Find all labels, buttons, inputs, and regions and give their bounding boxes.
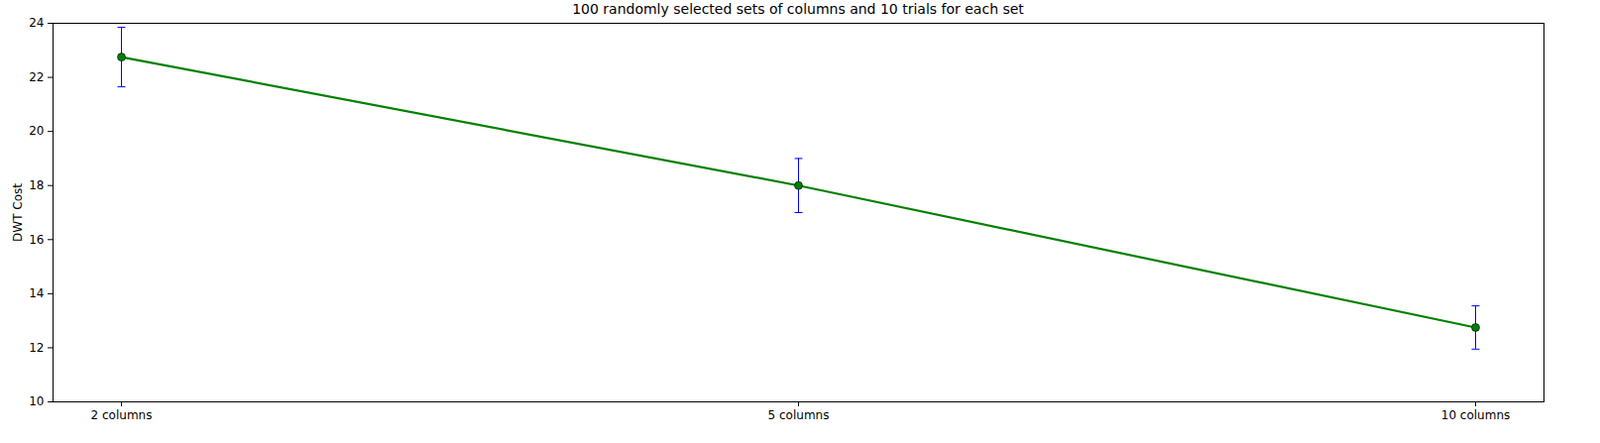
html-text:100 randomly selected sets of: 100 randomly selected sets of columns an… <box>572 0 1024 17</box>
svg-text:24: 24 <box>28 17 44 30</box>
svg-text:DWT Cost: DWT Cost <box>10 183 25 242</box>
svg-text:5 columns: 5 columns <box>768 408 830 423</box>
svg-text:10 columns: 10 columns <box>1441 408 1511 423</box>
svg-text:12: 12 <box>28 341 44 355</box>
svg-text:14: 14 <box>28 286 44 301</box>
svg-text:18: 18 <box>28 178 44 193</box>
svg-text:22: 22 <box>28 70 44 85</box>
svg-text:10: 10 <box>28 394 44 409</box>
svg-text:20: 20 <box>28 123 44 138</box>
svg-text:16: 16 <box>28 232 44 247</box>
svg-text:2 columns: 2 columns <box>91 408 153 423</box>
